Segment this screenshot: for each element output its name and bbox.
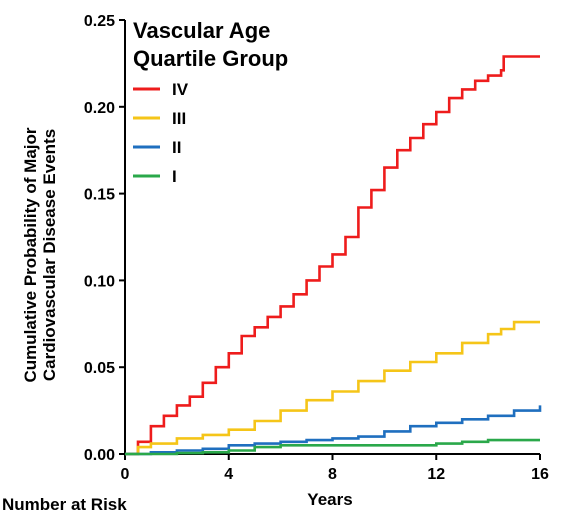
x-tick-label: 16	[531, 466, 549, 483]
y-tick-label: 0.10	[84, 273, 115, 290]
x-tick-label: 0	[121, 466, 130, 483]
y-axis-title-line-1: Cumulative Probability of Major	[21, 127, 40, 382]
y-tick-label: 0.00	[84, 447, 115, 464]
series-line-ii	[125, 405, 542, 456]
legend-label-iv: IV	[172, 80, 189, 99]
legend-label-iii: III	[172, 109, 186, 128]
number-at-risk-label: Number at Risk	[2, 495, 127, 514]
series-line-iii	[125, 320, 540, 456]
legend-title-line-1: Vascular Age	[133, 18, 270, 43]
y-tick-label: 0.20	[84, 100, 115, 117]
series-line-i	[125, 438, 540, 456]
legend-label-ii: II	[172, 138, 181, 157]
y-tick-label: 0.15	[84, 187, 115, 204]
y-tick-label: 0.25	[84, 13, 115, 30]
x-tick-label: 8	[328, 466, 337, 483]
y-axis-title-line-2: Cardiovascular Disease Events	[40, 129, 59, 381]
axes: 0.00 0.05 0.10 0.15 0.20 0.25 0 4 8 12 16	[84, 13, 549, 483]
legend-label-i: I	[172, 167, 177, 186]
y-tick-label: 0.05	[84, 360, 115, 377]
x-tick-label: 4	[224, 466, 233, 483]
x-tick-label: 12	[427, 466, 445, 483]
x-axis-title: Years	[307, 490, 352, 509]
legend-title-line-2: Quartile Group	[133, 46, 288, 71]
y-axis-title: Cumulative Probability of Major Cardiova…	[21, 127, 59, 382]
series-lines	[125, 55, 542, 456]
series-line-iv	[125, 55, 540, 456]
